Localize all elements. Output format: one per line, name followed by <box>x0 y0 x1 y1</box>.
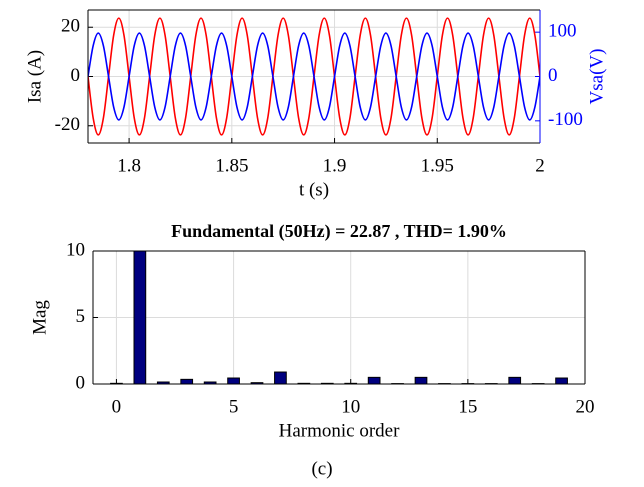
bar <box>414 376 428 384</box>
bar <box>367 376 381 384</box>
x-tick-label: 10 <box>341 396 360 417</box>
bar <box>203 381 217 384</box>
y-tick-label: 20 <box>61 16 80 37</box>
y-tick-label: 0 <box>76 372 86 393</box>
x-tick-label: 0 <box>112 396 122 417</box>
chart-title: Fundamental (50Hz) = 22.87 , THD= 1.90% <box>171 221 507 242</box>
y-tick-label: 5 <box>76 306 86 327</box>
x-tick-label: 5 <box>229 396 239 417</box>
x-tick-label: 1.8 <box>117 155 141 176</box>
y2-tick-label: -100 <box>548 109 583 130</box>
y2-tick-label: 0 <box>548 65 558 86</box>
y-tick-label: 0 <box>71 65 81 86</box>
line-series <box>88 32 540 121</box>
bar <box>227 377 240 384</box>
y2-tick-label: 100 <box>548 21 577 42</box>
x-tick-label: 1.9 <box>323 155 347 176</box>
x-tick-label: 20 <box>576 396 595 417</box>
bar <box>508 376 522 384</box>
bar <box>274 371 287 384</box>
caption: (c) <box>311 458 332 479</box>
bar <box>250 382 264 384</box>
y-axis-label: Isa (A) <box>24 50 45 103</box>
plot-area <box>88 17 540 136</box>
x-axis-label: t (s) <box>299 179 329 200</box>
y2-axis-label: Vsa(V) <box>586 49 607 105</box>
bar <box>555 377 568 384</box>
x-tick-label: 1.95 <box>421 155 454 176</box>
bar <box>156 381 170 384</box>
y-tick-label: 10 <box>66 239 85 260</box>
x-tick-label: 1.85 <box>215 155 248 176</box>
x-tick-label: 2 <box>535 155 545 176</box>
x-tick-label: 15 <box>458 396 477 417</box>
y-tick-label: -20 <box>55 114 80 135</box>
y-axis-label: Mag <box>29 300 50 335</box>
x-axis-label: Harmonic order <box>279 420 400 441</box>
bar <box>180 378 194 384</box>
